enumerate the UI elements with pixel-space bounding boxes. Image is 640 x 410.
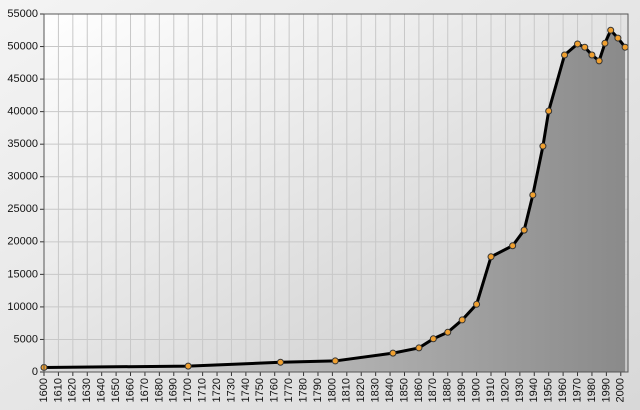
x-tick-label: 1910 — [485, 378, 497, 402]
x-tick-label: 1890 — [456, 378, 468, 402]
data-point — [473, 300, 481, 308]
x-tick-label: 1920 — [499, 378, 511, 402]
y-tick-label: 45000 — [7, 73, 38, 85]
x-tick-label: 1620 — [67, 378, 79, 402]
data-point — [545, 107, 553, 115]
x-tick-label: 1690 — [168, 378, 180, 402]
data-point — [444, 328, 452, 336]
x-tick-label: 1760 — [269, 378, 281, 402]
x-tick-label: 1950 — [543, 378, 555, 402]
data-point — [389, 349, 397, 357]
x-tick-label: 1710 — [197, 378, 209, 402]
x-tick-label: 1970 — [571, 378, 583, 402]
data-point — [539, 142, 547, 150]
x-tick-label: 1640 — [96, 378, 108, 402]
data-point — [276, 358, 284, 366]
x-tick-label: 1730 — [225, 378, 237, 402]
data-point — [574, 40, 582, 48]
x-tick-label: 1650 — [110, 378, 122, 402]
data-point — [607, 26, 615, 34]
y-tick-label: 50000 — [7, 40, 38, 52]
x-tick-label: 1820 — [355, 378, 367, 402]
data-point — [621, 43, 629, 51]
x-tick-label: 1780 — [297, 378, 309, 402]
x-tick-label: 1700 — [182, 378, 194, 402]
x-tick-label: 1740 — [240, 378, 252, 402]
x-tick-label: 1940 — [528, 378, 540, 402]
y-tick-label: 55000 — [7, 8, 38, 20]
x-tick-label: 1790 — [312, 378, 324, 402]
plot-border — [43, 13, 629, 373]
y-tick-label: 20000 — [7, 236, 38, 248]
x-tick-label: 1750 — [254, 378, 266, 402]
x-tick-label: 1610 — [52, 378, 64, 402]
x-tick-label: 1810 — [341, 378, 353, 402]
y-tick-label: 10000 — [7, 301, 38, 313]
x-tick-label: 1880 — [442, 378, 454, 402]
x-tick-label: 1900 — [470, 378, 482, 402]
x-tick-label: 1860 — [413, 378, 425, 402]
data-point — [581, 43, 589, 51]
data-point — [487, 253, 495, 261]
x-tick-label: 1850 — [398, 378, 410, 402]
x-tick-label: 1980 — [586, 378, 598, 402]
data-point — [509, 242, 517, 250]
data-point — [520, 226, 528, 234]
x-tick-label: 1990 — [600, 378, 612, 402]
y-tick-label: 25000 — [7, 203, 38, 215]
data-point — [458, 316, 466, 324]
y-tick-label: 15000 — [7, 268, 38, 280]
data-point — [614, 34, 622, 42]
data-point — [561, 51, 569, 59]
data-point — [595, 57, 603, 65]
data-point — [331, 357, 339, 365]
x-tick-label: 1960 — [557, 378, 569, 402]
x-tick-label: 1770 — [283, 378, 295, 402]
data-point — [429, 335, 437, 343]
x-tick-label: 2000 — [615, 378, 627, 402]
data-point — [529, 191, 537, 199]
x-tick-label: 1680 — [153, 378, 165, 402]
area-fill — [44, 30, 626, 372]
x-tick-label: 1720 — [211, 378, 223, 402]
data-point — [601, 39, 609, 47]
x-tick-label: 1840 — [384, 378, 396, 402]
x-tick-label: 1800 — [326, 378, 338, 402]
y-tick-label: 5000 — [14, 333, 38, 345]
y-tick-label: 40000 — [7, 106, 38, 118]
x-tick-label: 1930 — [514, 378, 526, 402]
data-point — [184, 362, 192, 370]
y-tick-label: 0 — [32, 366, 38, 378]
data-point — [588, 51, 596, 59]
y-tick-label: 30000 — [7, 171, 38, 183]
data-point — [415, 344, 423, 352]
x-tick-label: 1870 — [427, 378, 439, 402]
x-tick-label: 1600 — [38, 378, 50, 402]
x-tick-label: 1630 — [81, 378, 93, 402]
x-tick-label: 1670 — [139, 378, 151, 402]
y-tick-label: 35000 — [7, 138, 38, 150]
x-tick-label: 1830 — [370, 378, 382, 402]
x-tick-label: 1660 — [124, 378, 136, 402]
